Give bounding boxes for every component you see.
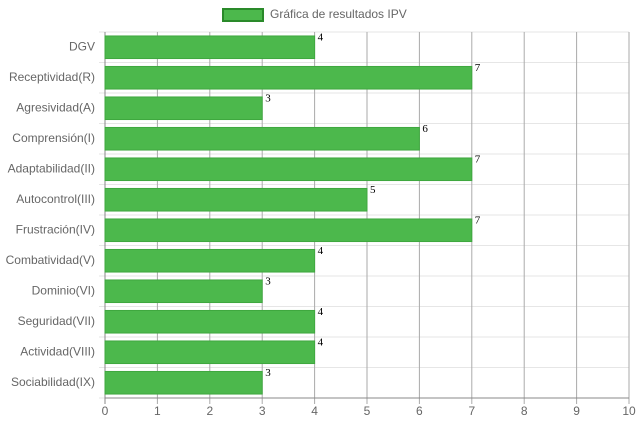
y-tick-label: Autocontrol(III) <box>16 192 95 206</box>
y-tick-label: Dominio(VI) <box>32 283 95 297</box>
bar <box>104 279 263 304</box>
x-tick-label: 4 <box>311 404 318 418</box>
value-label: 7 <box>475 62 481 74</box>
x-tick-label: 7 <box>468 404 475 418</box>
bar <box>104 157 473 182</box>
x-tick-label: 9 <box>573 404 580 418</box>
bar <box>104 96 263 121</box>
bar <box>104 65 473 90</box>
bar <box>104 126 420 151</box>
value-label: 5 <box>370 184 376 196</box>
x-tick-label: 10 <box>622 404 636 418</box>
y-tick-label: Sociabilidad(IX) <box>11 375 95 389</box>
bar <box>104 35 316 60</box>
x-tick-label: 3 <box>259 404 266 418</box>
x-tick-label: 2 <box>206 404 213 418</box>
bar <box>104 187 368 212</box>
y-tick-label: Actividad(VIII) <box>20 344 95 358</box>
y-tick-label: Comprensión(I) <box>12 131 95 145</box>
value-label: 4 <box>318 306 324 318</box>
y-tick-label: Combatividad(V) <box>6 253 95 267</box>
value-label: 3 <box>265 367 271 379</box>
y-tick-label: Agresividad(A) <box>16 100 95 114</box>
value-label: 4 <box>318 337 324 349</box>
value-label: 7 <box>475 215 481 227</box>
bar <box>104 309 316 334</box>
value-label: 7 <box>475 154 481 166</box>
y-tick-label: Receptividad(R) <box>9 70 95 84</box>
value-label: 3 <box>265 276 271 288</box>
value-label: 6 <box>422 123 428 135</box>
y-tick-label: DGV <box>69 39 95 53</box>
value-label: 4 <box>318 32 324 44</box>
value-label: 3 <box>265 93 271 105</box>
y-tick-label: Frustración(IV) <box>16 222 95 236</box>
bar <box>104 218 473 243</box>
bar <box>104 340 316 365</box>
x-tick-label: 6 <box>416 404 423 418</box>
x-tick-label: 8 <box>521 404 528 418</box>
value-label: 4 <box>318 245 324 257</box>
x-tick-label: 0 <box>102 404 109 418</box>
bar <box>104 248 316 273</box>
x-tick-label: 5 <box>364 404 371 418</box>
y-tick-label: Seguridad(VII) <box>18 314 95 328</box>
legend-label: Gráfica de resultados IPV <box>270 7 407 21</box>
x-tick-label: 1 <box>154 404 161 418</box>
y-tick-label: Adaptabilidad(II) <box>8 161 95 175</box>
bar <box>104 370 263 395</box>
legend-swatch <box>222 8 264 22</box>
